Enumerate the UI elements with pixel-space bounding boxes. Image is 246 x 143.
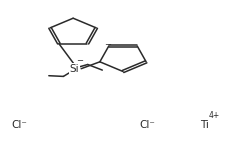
Text: −: − bbox=[104, 40, 111, 49]
Text: Cl⁻: Cl⁻ bbox=[139, 120, 155, 130]
Text: Cl⁻: Cl⁻ bbox=[12, 120, 28, 130]
Text: Ti: Ti bbox=[200, 120, 209, 130]
Text: 4+: 4+ bbox=[209, 111, 220, 120]
Text: Si: Si bbox=[70, 64, 79, 74]
Text: −: − bbox=[76, 56, 83, 65]
